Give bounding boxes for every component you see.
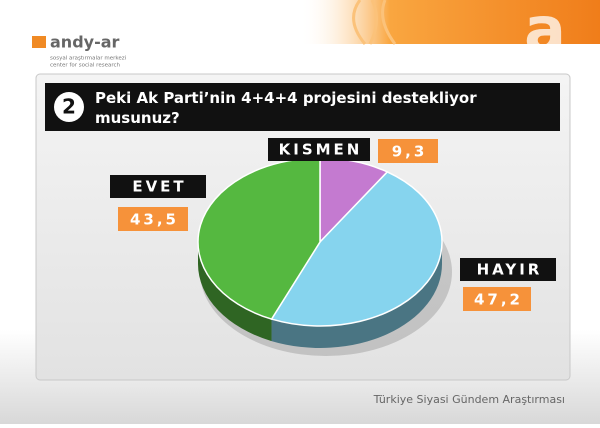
label-box	[268, 138, 370, 161]
logo-text: andy-ar	[50, 33, 120, 52]
header-swirl	[352, 0, 397, 45]
data-label: 47,2	[474, 291, 523, 309]
value-box	[118, 207, 188, 231]
data-label: 9,3	[392, 143, 428, 161]
question-number: 2	[62, 95, 76, 119]
title-line: musunuz?	[95, 109, 180, 127]
footer: Türkiye Siyasi Gündem Araştırması	[373, 393, 565, 406]
category-label: EVET	[132, 178, 186, 196]
title-line: Peki Ak Parti’nin 4+4+4 projesini destek…	[95, 89, 477, 107]
pie-side	[198, 242, 272, 342]
logo-tagline: center for social research	[50, 63, 120, 69]
title-bar	[45, 83, 560, 131]
label-box	[110, 175, 206, 198]
pie-slice	[197, 157, 321, 320]
label-box	[460, 258, 556, 281]
number-badge	[54, 92, 84, 122]
value-box	[378, 139, 438, 163]
chart-title: Peki Ak Parti’nin 4+4+4 projesini destek…	[95, 89, 477, 127]
pie-side	[271, 242, 442, 348]
header-glyph: a	[524, 0, 566, 66]
pie-slice	[270, 171, 443, 327]
value-box	[463, 287, 531, 311]
category-label: KISMEN	[279, 141, 363, 159]
category-label: HAYIR	[477, 261, 543, 279]
logo-tagline: sosyal araştırmalar merkezi	[50, 56, 127, 62]
header-band	[300, 0, 600, 44]
data-label: 43,5	[130, 211, 179, 229]
logo-icon	[32, 36, 46, 48]
